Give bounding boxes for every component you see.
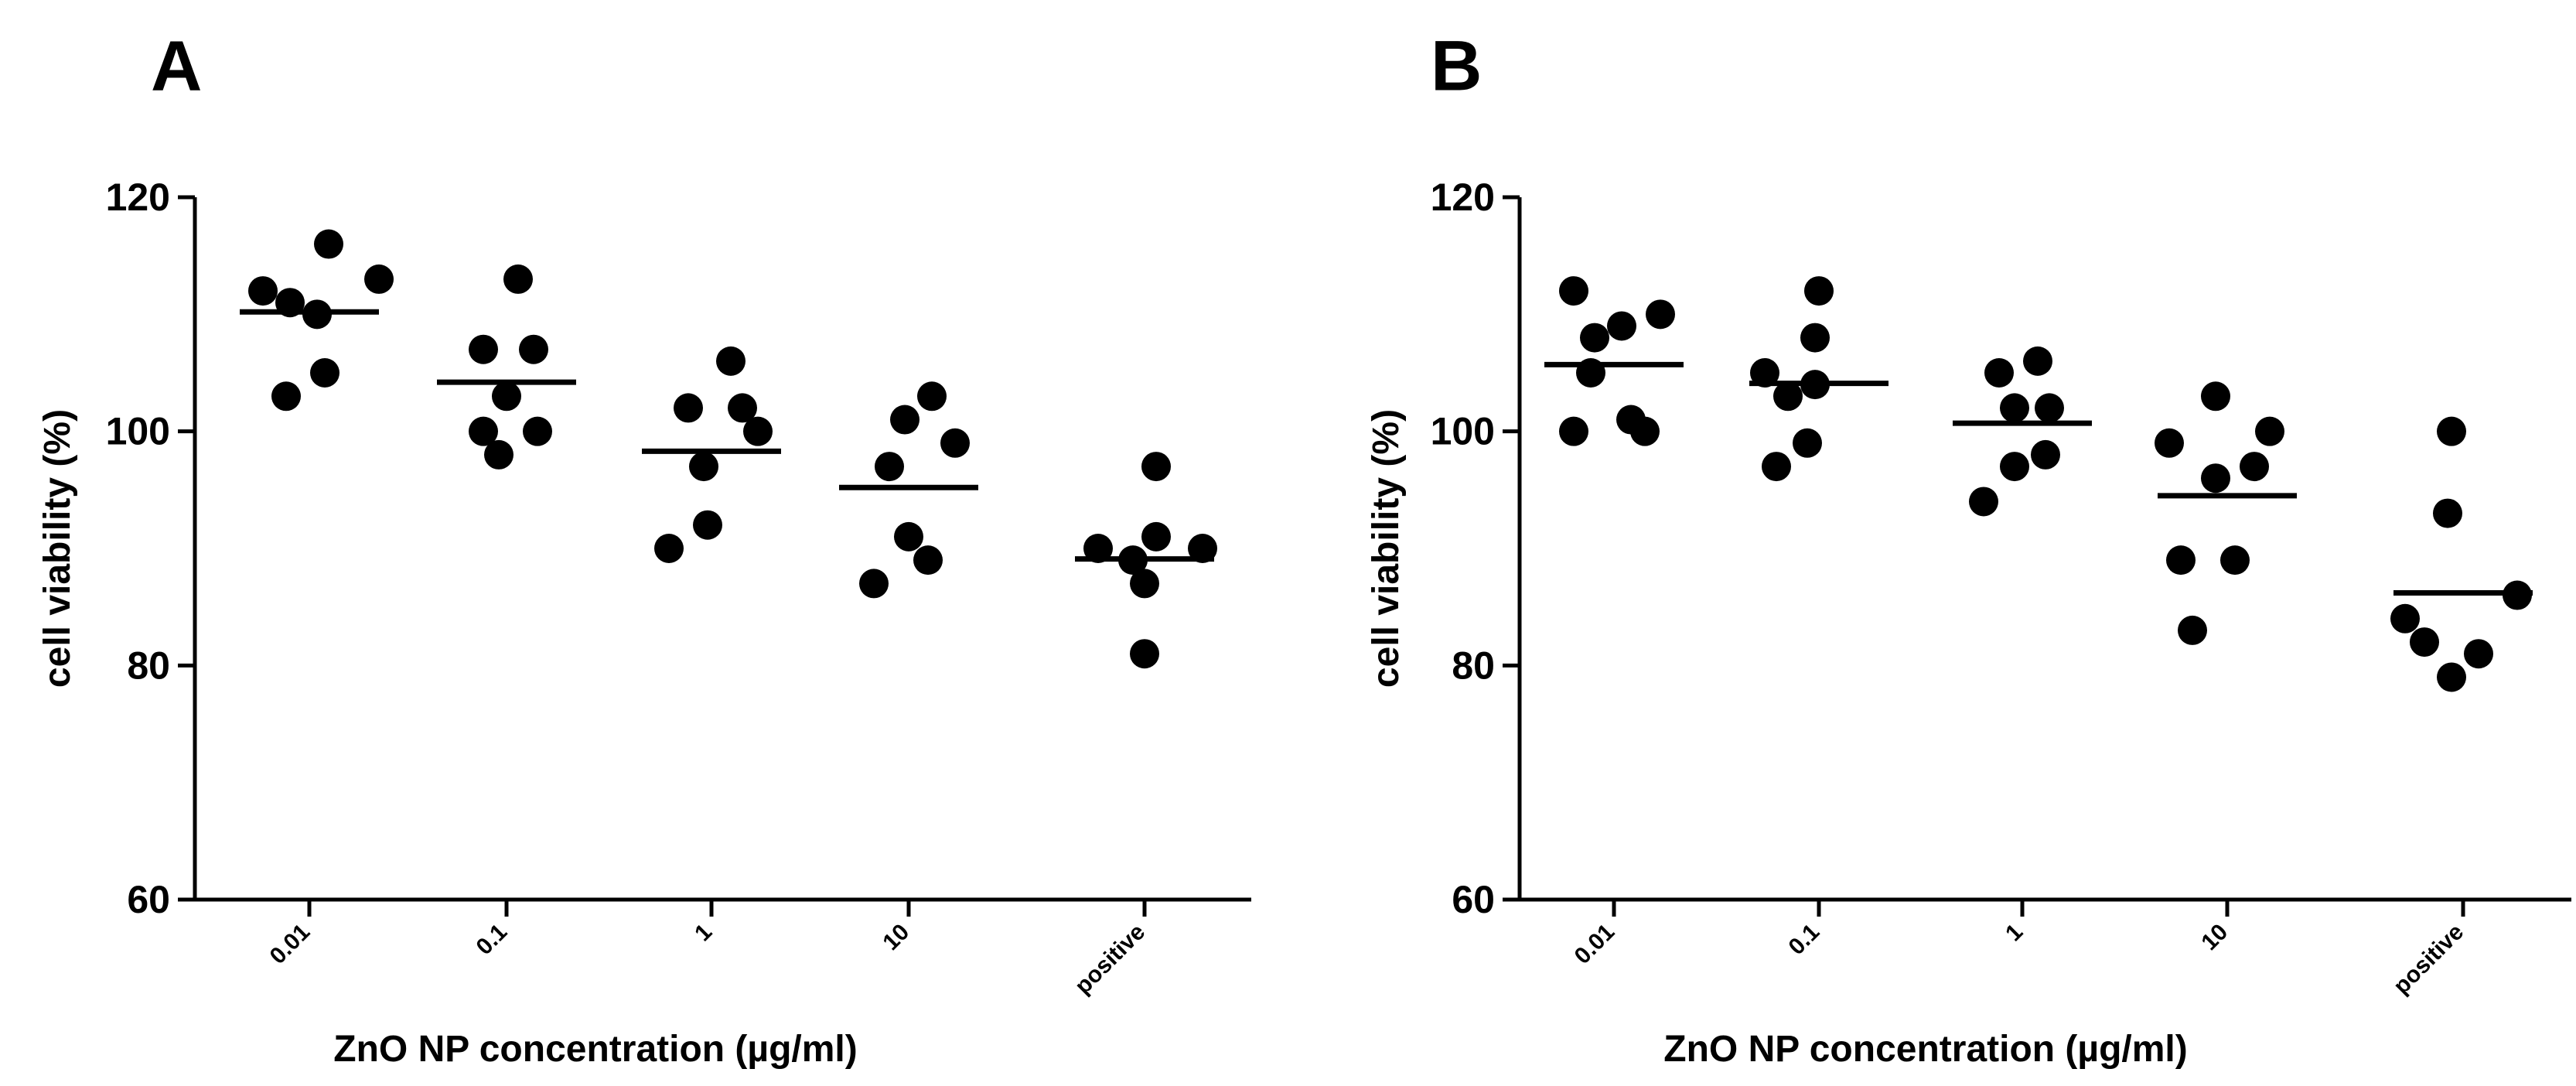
y-tick-label: 100 bbox=[106, 410, 170, 453]
data-point bbox=[1188, 534, 1217, 563]
panel-letter: A bbox=[151, 26, 202, 105]
data-point bbox=[310, 358, 339, 388]
x-tick-label: 1 bbox=[690, 919, 717, 946]
data-point bbox=[1750, 358, 1779, 388]
data-point bbox=[2201, 463, 2230, 493]
data-point bbox=[1646, 299, 1675, 330]
data-point bbox=[2437, 416, 2466, 446]
data-point bbox=[1984, 358, 2014, 388]
data-point bbox=[1559, 276, 1588, 306]
x-tick-label: 1 bbox=[2001, 919, 2028, 946]
y-tick-label: 100 bbox=[1431, 410, 1495, 453]
data-point bbox=[2178, 615, 2207, 645]
data-point bbox=[314, 229, 343, 259]
data-point bbox=[484, 439, 513, 470]
data-point bbox=[364, 264, 394, 294]
data-point bbox=[2255, 416, 2284, 446]
data-point bbox=[940, 428, 970, 458]
chart-panel-a: A 60 80 100 120 0.01 0.1 1 10 positive cell viabil… bbox=[37, 26, 1251, 1070]
x-tick-label: positive bbox=[1070, 919, 1151, 999]
chart-panel-b: B 60 80 100 120 0.01 0.1 1 10 positive cell viabil… bbox=[1366, 26, 2571, 1070]
data-point bbox=[1793, 428, 1822, 458]
data-point bbox=[248, 276, 278, 306]
data-point bbox=[2433, 498, 2462, 528]
data-point bbox=[271, 381, 301, 412]
y-tick-label: 120 bbox=[106, 176, 170, 219]
data-point bbox=[492, 381, 521, 412]
x-tick-label: 10 bbox=[878, 919, 914, 955]
x-tick-label: 0.1 bbox=[1783, 919, 1824, 960]
x-axis-title: ZnO NP concentration (µg/ml) bbox=[1663, 1029, 2187, 1070]
data-point bbox=[894, 521, 923, 552]
data-point bbox=[2023, 346, 2052, 376]
data-point bbox=[1762, 452, 1791, 482]
data-point bbox=[2240, 452, 2269, 482]
data-point bbox=[2390, 603, 2420, 634]
y-axis-title: cell viability (%) bbox=[37, 409, 78, 688]
data-point bbox=[728, 393, 757, 423]
data-point bbox=[1580, 323, 1609, 353]
data-point bbox=[743, 416, 773, 446]
panel-letter: B bbox=[1431, 26, 1482, 105]
data-point bbox=[1630, 416, 1660, 446]
data-point bbox=[859, 569, 889, 599]
data-point bbox=[2410, 627, 2439, 657]
data-point bbox=[917, 381, 947, 412]
data-point bbox=[2166, 545, 2196, 575]
y-tick-label: 60 bbox=[127, 878, 170, 921]
data-point bbox=[2031, 439, 2060, 470]
data-point bbox=[693, 510, 722, 540]
data-point bbox=[2000, 452, 2029, 482]
data-point bbox=[519, 334, 548, 364]
y-tick-label: 60 bbox=[1452, 878, 1495, 921]
data-point bbox=[2220, 545, 2250, 575]
data-point bbox=[1773, 381, 1803, 412]
data-point bbox=[2035, 393, 2064, 423]
y-tick-label: 120 bbox=[1431, 176, 1495, 219]
y-tick-label: 80 bbox=[127, 644, 170, 687]
data-point bbox=[2155, 428, 2184, 458]
x-tick-label: 0.01 bbox=[265, 919, 316, 969]
data-point bbox=[1800, 323, 1830, 353]
data-point bbox=[875, 452, 904, 482]
data-point bbox=[2437, 662, 2466, 692]
data-point bbox=[1141, 521, 1171, 552]
x-tick-label: 10 bbox=[2196, 919, 2233, 955]
data-point bbox=[1141, 452, 1171, 482]
data-point bbox=[1083, 534, 1113, 563]
data-point bbox=[469, 334, 498, 364]
data-point bbox=[2000, 393, 2029, 423]
x-tick-label: 0.1 bbox=[471, 919, 512, 960]
data-point bbox=[503, 264, 533, 294]
data-point bbox=[523, 416, 552, 446]
data-point bbox=[1969, 487, 1998, 517]
x-tick-label: 0.01 bbox=[1570, 919, 1620, 969]
data-point bbox=[716, 346, 746, 376]
data-point bbox=[2464, 639, 2493, 669]
data-point bbox=[1607, 311, 1636, 341]
data-point bbox=[1130, 639, 1159, 669]
data-point bbox=[1559, 416, 1588, 446]
data-point bbox=[689, 452, 718, 482]
data-point bbox=[2201, 381, 2230, 412]
data-point bbox=[890, 405, 920, 435]
x-axis-title: ZnO NP concentration (µg/ml) bbox=[333, 1029, 857, 1070]
data-point bbox=[654, 534, 684, 563]
data-point bbox=[674, 393, 703, 423]
x-tick-label: positive bbox=[2389, 919, 2469, 999]
data-point bbox=[469, 416, 498, 446]
data-point bbox=[1130, 569, 1159, 599]
data-point bbox=[913, 545, 943, 575]
data-point bbox=[1804, 276, 1834, 306]
y-tick-label: 80 bbox=[1452, 644, 1495, 687]
y-axis-title: cell viability (%) bbox=[1366, 409, 1407, 688]
